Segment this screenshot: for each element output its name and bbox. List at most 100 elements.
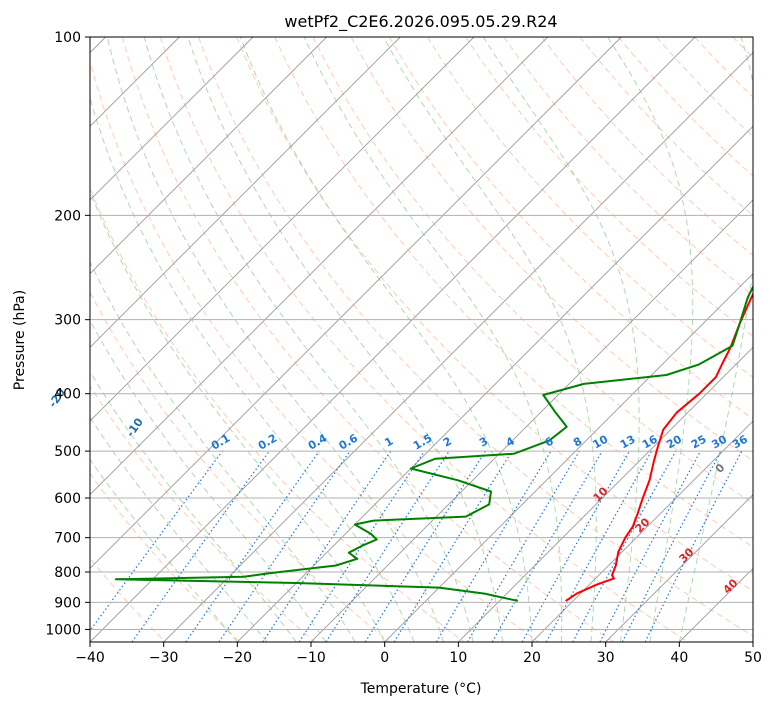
isotherm-line [90,37,548,496]
mixing-ratio-label: 0.1 [209,432,232,453]
y-tick-label: 400 [54,387,81,403]
moist-adiabat-line [383,37,597,642]
x-tick-label: 0 [380,650,389,666]
moist-adiabat-line [90,319,327,642]
temperature-profile-line [565,292,753,602]
dry-adiabat-line [159,37,689,642]
dry-adiabat-line [656,37,753,138]
dry-adiabat-line [90,384,316,642]
y-tick-label: 100 [54,30,81,46]
mixing-ratio-line [572,450,677,642]
mixing-ratio-line [185,450,320,642]
mixing-ratio-label: 10 [591,432,611,451]
dry-adiabat-line [350,37,753,462]
moist-adiabat-line [90,260,356,642]
moist-adiabat-line [607,37,694,642]
mixing-ratio-line [262,450,392,642]
mixing-ratio-line [364,450,486,642]
dry-adiabat-line [465,37,753,338]
dry-adiabat-line [236,37,753,592]
dry-adiabat-line [121,37,614,642]
dewpoint-profile-line [114,284,753,602]
x-tick-label: 50 [744,650,762,666]
mixing-ratio-label: 1.5 [411,432,434,453]
isotherm-line [752,641,753,642]
moist-adiabat-label: 0 [713,461,728,476]
mixing-ratio-line [325,450,450,642]
x-tick-label: 40 [670,650,688,666]
y-tick-label: 300 [54,313,81,329]
y-axis: 100 200 300 400 500 600 700 800 900 1000 [45,30,90,638]
mixing-ratio-line [545,450,653,642]
dry-adiabat-label: -10 [124,415,146,439]
y-tick-label: 500 [54,444,81,460]
moist-adiabat-line [143,37,474,642]
chart-title: wetPf2_C2E6.2026.095.05.29.R24 [284,12,557,32]
isotherm-line [679,567,753,642]
isotherm-line [531,420,753,642]
mixing-ratio-label: 8 [571,435,584,450]
dry-adiabat-line [426,37,753,378]
isotherm-line [384,273,753,642]
isotherm-label: 10 [591,484,611,504]
mixing-ratio-line [393,450,513,642]
mixing-ratio-line [644,450,743,642]
dry-adiabat-line [274,37,753,548]
mixing-ratio-label: 0.4 [306,431,330,452]
y-tick-label: 800 [54,565,81,581]
y-tick-label: 700 [54,531,81,547]
isotherm-line [458,346,753,642]
x-tick-label: 10 [449,650,467,666]
mixing-ratio-label: 2 [441,435,454,450]
isotherm-label: 30 [677,545,697,565]
y-tick-label: 600 [54,491,81,507]
isotherm-line [605,494,753,642]
x-tick-label: 30 [597,650,615,666]
y-tick-label: 200 [54,208,81,224]
x-tick-label: −10 [296,650,326,666]
moist-adiabat-line [90,416,268,642]
dry-adiabat-line [90,291,390,642]
isotherm-label: 40 [721,576,741,596]
mixing-ratio-line [298,450,425,642]
mixing-ratio-label: 30 [709,432,729,451]
mixing-ratio-line [218,450,351,642]
moist-adiabat-line [303,37,563,642]
x-tick-label: −30 [149,650,179,666]
grid-lines [90,37,775,642]
isotherm-line [237,125,753,642]
moist-adiabat-line [90,189,386,642]
isotherm-line [163,52,753,642]
moist-adiabat-line [482,37,640,642]
mixing-ratio-label: 36 [730,432,750,451]
mixing-ratio-label: 1 [382,435,395,450]
isotherm-line [90,37,327,275]
moist-adiabat-line [90,458,238,642]
moist-adiabat-line [106,37,445,642]
moist-adiabat-line [187,37,503,642]
dry-adiabat-line [388,37,753,420]
plot-frame [89,36,754,643]
dry-adiabat-line [90,59,540,642]
x-tick-label: −40 [75,650,105,666]
isotherm-line [310,199,753,642]
dry-adiabat-line [90,557,166,642]
isotherm-line [90,37,622,569]
mixing-ratio-line [90,450,223,632]
isotherm-line [90,37,401,348]
mixing-ratio-label: 3 [477,435,490,450]
y-axis-label: Pressure (hPa) [12,290,28,390]
dry-adiabat-line [732,37,753,59]
dry-adiabat-line [90,472,241,642]
dry-adiabat-line [90,186,465,642]
moist-adiabat-line [90,370,297,642]
isotherm-line [90,37,475,422]
y-tick-label: 1000 [45,622,81,638]
moist-adiabat-line [239,37,533,642]
series-layer [114,284,753,602]
x-axis-label: Temperature (°C) [360,681,482,697]
mixing-ratio-label: 13 [618,433,638,452]
dry-adiabat-line [771,37,775,642]
isotherm-line [90,37,254,201]
